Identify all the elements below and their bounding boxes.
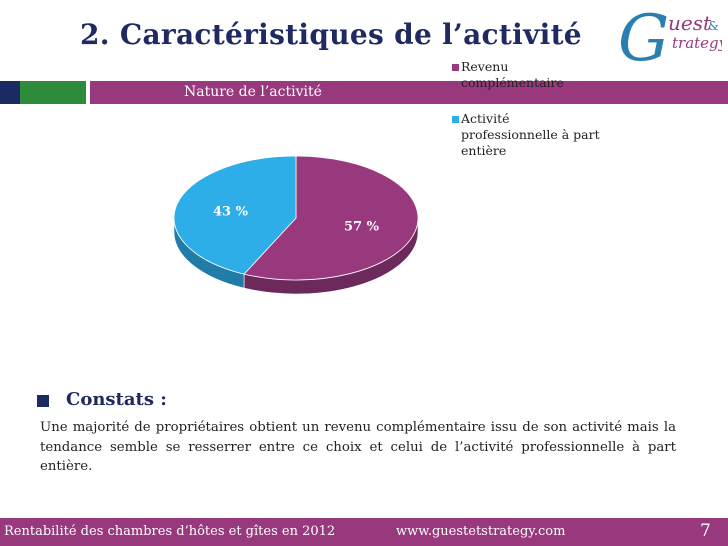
legend-label-line: Revenu [461,59,509,74]
bullet-square-icon [37,395,49,407]
title-bar-purple-segment [90,81,728,104]
logo-letter-g: G [618,2,669,74]
logo-ampersand: & [708,19,719,33]
legend-label-line: entière [461,143,507,158]
guest-strategy-logo: G uest & trategy [618,2,722,74]
footer-website-link[interactable]: www.guestetstrategy.com [396,524,566,539]
slide-title: 2. Caractéristiques de l’activité [80,18,582,51]
logo-text-strategy: trategy [672,34,722,52]
legend-swatch-activite [452,116,459,123]
footer-title: Rentabilité des chambres d’hôtes et gîte… [4,524,336,539]
constats-heading: Constats : [66,389,167,410]
title-bar-green-segment [20,81,86,104]
pie-slice [173,155,297,275]
pie-slice [243,155,419,281]
pie-data-label: 57 % [344,219,380,234]
legend-label-line: professionnelle à part [461,127,600,142]
legend-swatch-revenu [452,64,459,71]
footer-bar: Rentabilité des chambres d’hôtes et gîte… [0,518,728,546]
chart-title: Nature de l’activité [184,84,322,100]
pie-data-label: 43 % [213,205,249,220]
title-bar-dark-segment [0,81,20,104]
pie-chart: 57 % 43 % [173,155,419,295]
legend-label-line: complémentaire [461,75,564,90]
page-number: 7 [700,521,711,541]
constats-paragraph: Une majorité de propriétaires obtient un… [40,420,676,474]
legend-label-line: Activité [461,111,510,126]
logo-text-uest: uest [668,11,712,35]
